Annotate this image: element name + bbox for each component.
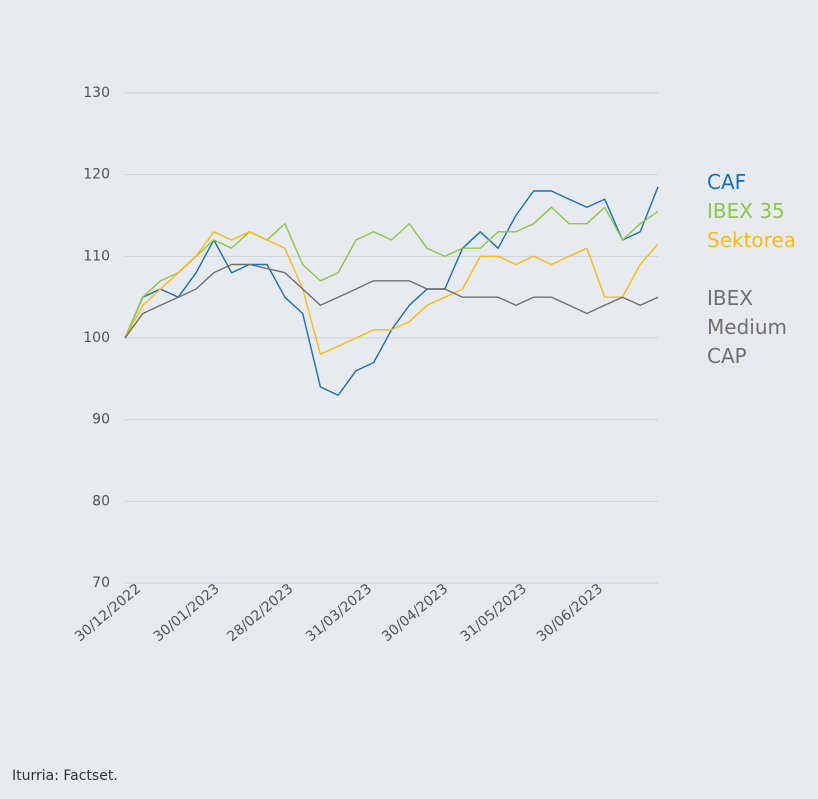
source-note: Iturria: Factset. (12, 768, 118, 784)
y-tick-label: 80 (92, 493, 110, 509)
y-tick-label: 100 (83, 330, 110, 346)
x-tick-label: 30/06/2023 (534, 581, 606, 645)
x-tick-label: 28/02/2023 (224, 581, 296, 645)
series-line (124, 231, 659, 355)
legend-entry: Sektorea (707, 228, 797, 252)
x-tick-label: 30/04/2023 (379, 581, 451, 645)
y-tick-label: 90 (92, 412, 110, 428)
series-line (124, 206, 659, 339)
x-tick-label: 31/03/2023 (303, 581, 375, 645)
y-tick-label: 130 (83, 85, 110, 101)
x-tick-label: 30/01/2023 (151, 581, 223, 645)
x-tick-label: 31/05/2023 (458, 581, 530, 645)
series-line (124, 186, 659, 396)
y-tick-label: 120 (83, 167, 110, 183)
legend: CAF IBEX 35 Sektorea IBEX Medium CAP (707, 168, 811, 371)
y-tick-label: 110 (83, 248, 110, 264)
series-line (124, 263, 659, 339)
legend-entry: CAF (707, 170, 747, 194)
y-tick-label: 70 (92, 575, 110, 591)
legend-entry: IBEX Medium CAP (707, 286, 787, 368)
legend-entry: IBEX 35 (707, 199, 785, 223)
